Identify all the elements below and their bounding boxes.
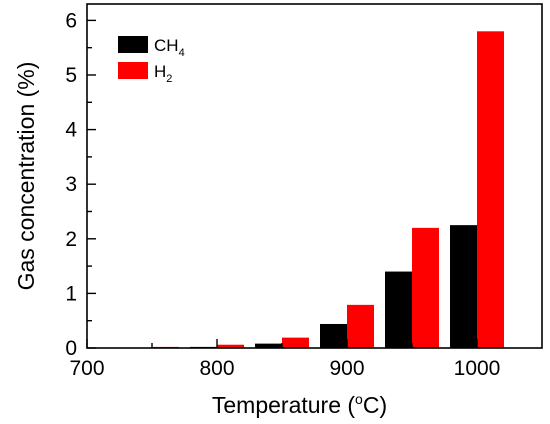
- bar-ch4-850: [255, 343, 282, 348]
- bar-h2-850: [282, 337, 309, 348]
- bar-h2-900: [347, 304, 374, 348]
- bar-h2-950: [412, 227, 439, 348]
- bar-ch4-950: [385, 271, 412, 348]
- x-axis-title-end: C): [363, 392, 387, 418]
- x-axis-title-base: Temperature (: [212, 392, 356, 418]
- x-tick-label-700: 700: [69, 357, 104, 380]
- bars: [152, 31, 504, 349]
- y-tick-label-0: 0: [65, 337, 77, 360]
- y-tick-label-6: 6: [65, 9, 77, 32]
- bar-ch4-1000: [450, 225, 477, 348]
- y-tick-label-1: 1: [65, 282, 77, 305]
- x-axis-title-degree: o: [355, 391, 363, 407]
- ticks: [86, 19, 478, 349]
- legend-label-h2: H2: [154, 62, 172, 85]
- x-tick-label-900: 900: [329, 357, 364, 380]
- bar-h2-1000: [477, 31, 504, 349]
- y-axis-title: Gas concentration (%): [13, 62, 39, 291]
- legend-swatch-h2: [118, 62, 148, 79]
- legend: CH4 H2: [118, 36, 185, 85]
- x-axis-title: Temperature (oC): [212, 391, 387, 418]
- bar-ch4-900: [320, 323, 347, 348]
- x-tick-label-1000: 1000: [454, 357, 501, 380]
- y-tick-label-4: 4: [65, 119, 77, 142]
- legend-swatch-ch4: [118, 36, 148, 53]
- y-tick-label-3: 3: [65, 173, 77, 196]
- plot-frame: [86, 3, 543, 349]
- x-tick-label-800: 800: [199, 357, 234, 380]
- y-tick-label-2: 2: [65, 228, 77, 251]
- legend-label-ch4: CH4: [154, 36, 185, 59]
- y-tick-label-5: 5: [65, 64, 77, 87]
- bar-h2-800: [217, 344, 244, 348]
- tick-labels: 700 800 900 1000 0 1 2 3 4 5 6: [65, 9, 500, 380]
